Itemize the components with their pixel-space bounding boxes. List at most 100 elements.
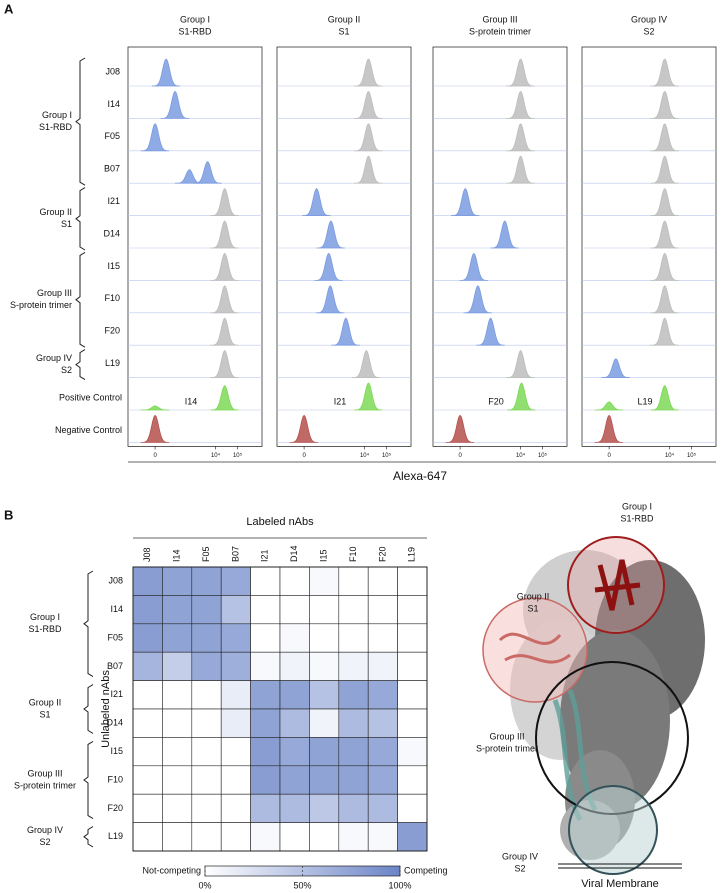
histogram-frame bbox=[581, 46, 717, 447]
bracket bbox=[83, 740, 94, 820]
histogram-peak bbox=[140, 414, 170, 443]
column-title: S2 bbox=[643, 26, 654, 36]
histogram-peak bbox=[354, 58, 383, 87]
heatmap-cell bbox=[191, 708, 222, 738]
heatmap-cell bbox=[338, 737, 369, 767]
heatmap-cell bbox=[220, 595, 251, 625]
heatmap-cell bbox=[367, 623, 398, 653]
histogram-peak bbox=[160, 90, 190, 119]
heatmap-cell bbox=[132, 793, 163, 823]
row-label: F10 bbox=[107, 774, 123, 784]
histogram-peak bbox=[351, 350, 381, 379]
group-label: S2 bbox=[61, 365, 72, 375]
column-label: L19 bbox=[407, 547, 417, 562]
histogram-peak bbox=[354, 90, 383, 119]
heatmap-cell bbox=[162, 680, 193, 710]
row-label: J08 bbox=[105, 66, 120, 76]
x-tick-label: 10⁴ bbox=[360, 452, 370, 459]
heatmap-cell bbox=[162, 708, 193, 738]
histogram-peak bbox=[316, 220, 345, 249]
membrane-label: Viral Membrane bbox=[581, 878, 658, 890]
structure-label: Group III bbox=[489, 731, 524, 741]
heatmap-cell bbox=[220, 623, 251, 653]
row-label: L19 bbox=[108, 831, 123, 841]
column-label: B07 bbox=[230, 546, 240, 562]
heatmap-cell bbox=[250, 595, 281, 625]
colorbar-label: Not-competing bbox=[142, 865, 201, 875]
group-label: S2 bbox=[39, 837, 50, 847]
structure-label: Group II bbox=[517, 591, 550, 601]
column-label: I15 bbox=[318, 549, 328, 562]
positive-label: L19 bbox=[637, 396, 652, 406]
heatmap-cell bbox=[279, 765, 310, 795]
histogram-peak bbox=[450, 188, 480, 217]
heatmap-cell bbox=[279, 793, 310, 823]
heatmap-cell bbox=[132, 708, 163, 738]
group-label: Group III bbox=[37, 288, 72, 298]
heatmap-cell bbox=[279, 623, 310, 653]
heatmap-cell bbox=[162, 566, 193, 596]
row-label: I14 bbox=[107, 99, 120, 109]
histogram-peak bbox=[594, 414, 624, 443]
histogram-peak bbox=[210, 350, 239, 379]
x-tick-label: 0 bbox=[302, 453, 306, 459]
heatmap-cell bbox=[338, 595, 369, 625]
group-label: S1-RBD bbox=[28, 624, 62, 634]
positive-label: I14 bbox=[185, 396, 198, 406]
row-label: F20 bbox=[104, 326, 120, 336]
histogram-peak bbox=[650, 58, 679, 87]
histogram-peak bbox=[140, 405, 170, 411]
panel-label: B bbox=[4, 507, 13, 522]
bracket bbox=[75, 349, 86, 381]
column-title: Group II bbox=[328, 14, 361, 24]
protein-structure bbox=[482, 536, 705, 875]
heatmap-cell bbox=[220, 651, 251, 681]
row-label: I14 bbox=[110, 604, 123, 614]
x-axis-label: Alexa-647 bbox=[393, 469, 447, 483]
control-label: Positive Control bbox=[59, 392, 122, 402]
heatmap-cell bbox=[338, 765, 369, 795]
heatmap-cell bbox=[132, 680, 163, 710]
heatmap-cell bbox=[367, 680, 398, 710]
heatmap-cell bbox=[132, 765, 163, 795]
group-label: S1 bbox=[39, 709, 50, 719]
heatmap-cell bbox=[132, 595, 163, 625]
histogram-peak bbox=[650, 252, 679, 281]
row-label: B07 bbox=[104, 164, 120, 174]
heatmap-cell bbox=[309, 680, 340, 710]
colorbar-tick-label: 0% bbox=[198, 880, 211, 890]
heatmap-cell bbox=[397, 595, 428, 625]
heatmap-cell bbox=[132, 623, 163, 653]
histogram-peak bbox=[210, 220, 239, 249]
heatmap-cell bbox=[338, 708, 369, 738]
heatmap-cell bbox=[279, 651, 310, 681]
column-label: I14 bbox=[171, 549, 181, 562]
heatmap-cell bbox=[397, 651, 428, 681]
heatmap-cell bbox=[162, 595, 193, 625]
heatmap-cell bbox=[191, 680, 222, 710]
heatmap-cell bbox=[338, 793, 369, 823]
heatmap-cell bbox=[309, 765, 340, 795]
heatmap-cell bbox=[132, 651, 163, 681]
histogram-peak bbox=[506, 90, 535, 119]
heatmap-cell bbox=[191, 737, 222, 767]
histogram-peak bbox=[650, 285, 679, 314]
heatmap-cell bbox=[397, 623, 428, 653]
structure-label: S1-RBD bbox=[620, 513, 654, 523]
histogram-peak bbox=[506, 123, 535, 152]
structure-label: S2 bbox=[514, 863, 525, 873]
row-label: I15 bbox=[110, 746, 123, 756]
heatmap-cell bbox=[309, 651, 340, 681]
histogram-peak bbox=[650, 155, 679, 184]
heatmap-cell bbox=[220, 566, 251, 596]
histogram-peak bbox=[193, 161, 222, 184]
bracket bbox=[83, 684, 94, 734]
row-label: F10 bbox=[104, 293, 120, 303]
group-label: S1 bbox=[61, 219, 72, 229]
group-label: Group II bbox=[29, 697, 62, 707]
histogram-frame bbox=[276, 46, 412, 447]
heatmap-cell bbox=[191, 595, 222, 625]
histogram-peak bbox=[140, 123, 170, 152]
histogram-peak bbox=[594, 401, 624, 411]
heatmap-cell bbox=[397, 680, 428, 710]
